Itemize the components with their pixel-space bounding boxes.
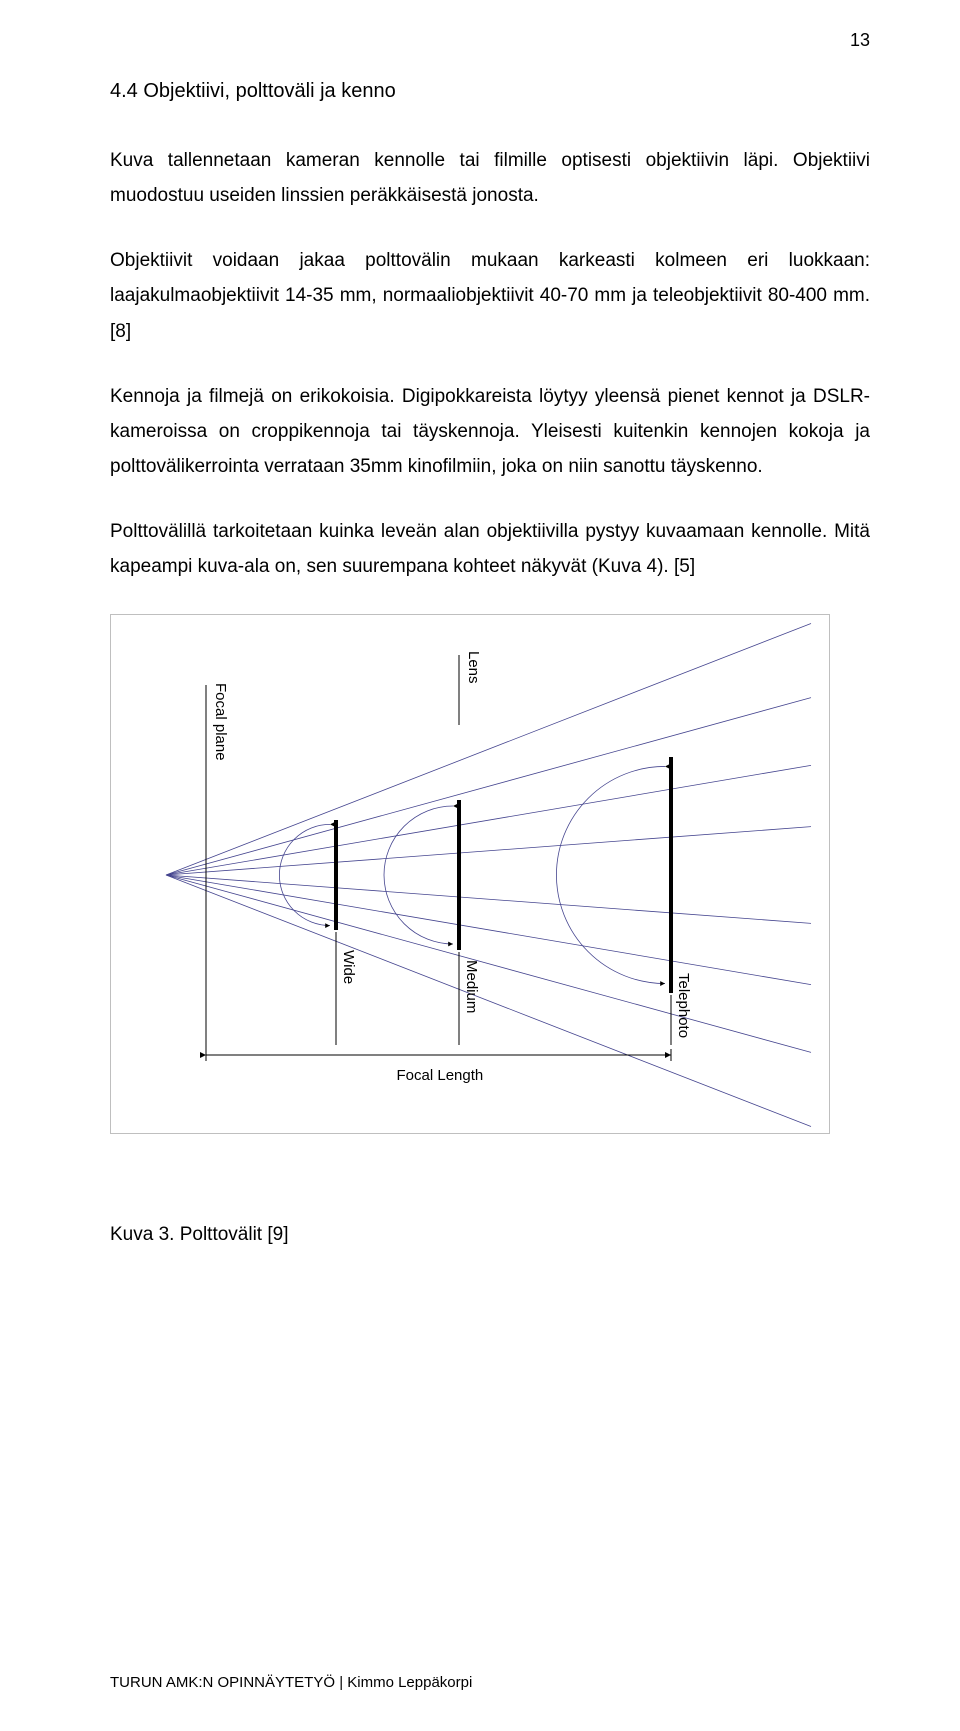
paragraph-1: Kuva tallennetaan kameran kennolle tai f…	[110, 143, 870, 213]
label-medium: Medium	[463, 960, 480, 1013]
label-telephoto: Telephoto	[675, 973, 692, 1038]
figure-caption: Kuva 3. Polttovälit [9]	[110, 1224, 870, 1246]
page-footer: TURUN AMK:N OPINNÄYTETYÖ | Kimmo Leppäko…	[110, 1674, 472, 1691]
label-lens: Lens	[465, 651, 482, 684]
paragraph-3: Kennoja ja filmejä on erikokoisia. Digip…	[110, 379, 870, 484]
page-number: 13	[850, 30, 870, 51]
label-focal-length: Focal Length	[397, 1067, 484, 1084]
label-focal-plane: Focal plane	[212, 683, 229, 761]
paragraph-4: Polttovälillä tarkoitetaan kuinka leveän…	[110, 514, 870, 584]
section-heading: 4.4 Objektiivi, polttoväli ja kenno	[110, 80, 870, 103]
paragraph-2: Objektiivit voidaan jakaa polttovälin mu…	[110, 243, 870, 348]
page-container: 13 4.4 Objektiivi, polttoväli ja kenno K…	[0, 0, 960, 1731]
focal-length-diagram: Focal plane Lens Wide Medium Telephoto Focal …	[110, 614, 830, 1134]
label-wide: Wide	[340, 950, 357, 984]
